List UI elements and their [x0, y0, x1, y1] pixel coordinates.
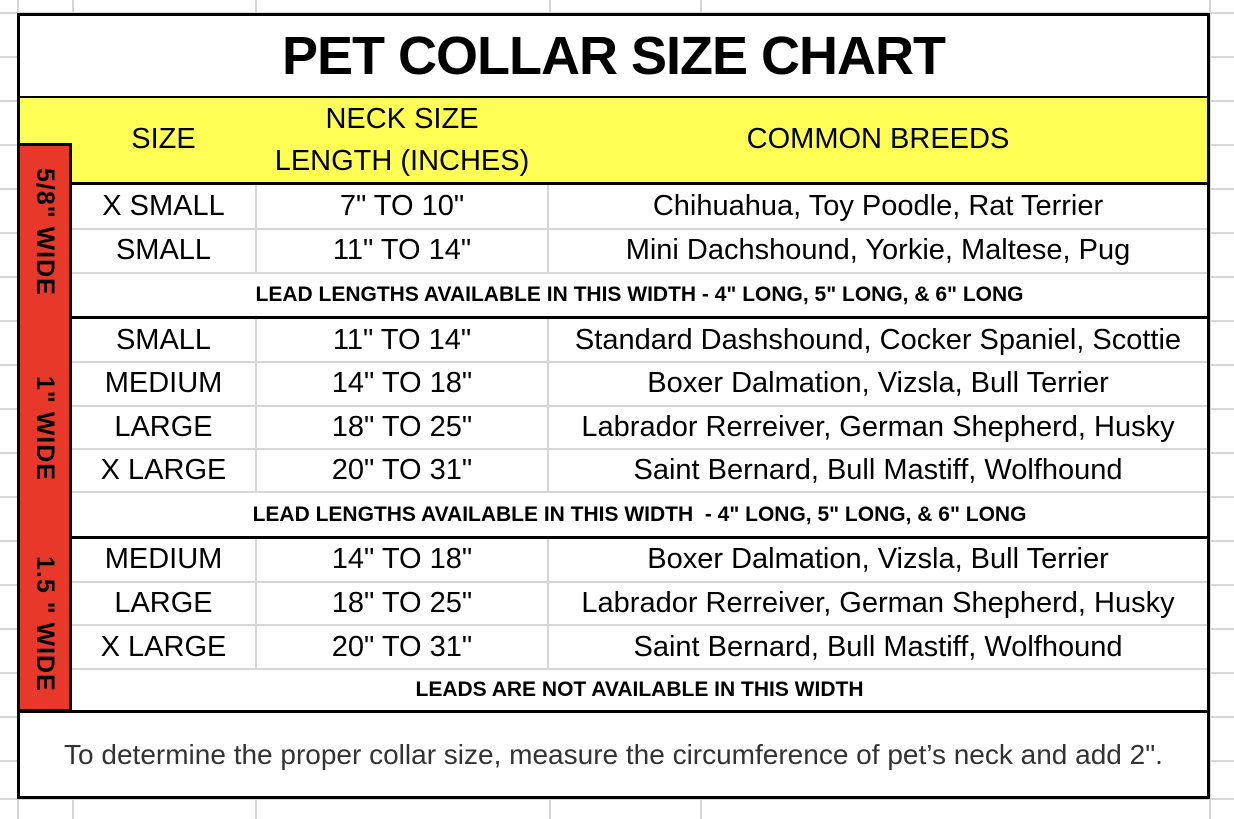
column-header-row: SIZE NECK SIZE LENGTH (INCHES) COMMON BR…: [20, 97, 1207, 185]
section-footer-row: LEAD LENGTHS AVAILABLE IN THIS WIDTH - 4…: [20, 274, 1207, 319]
width-band-section: 1.5 " WIDE: [20, 538, 69, 709]
neck-size-cell: 14" TO 18": [255, 363, 549, 405]
width-band-section: 1" WIDE: [20, 318, 69, 538]
size-cell: SMALL: [115, 234, 212, 267]
collar-width-band: 5/8" WIDE 1" WIDE 1.5 " WIDE: [17, 143, 72, 712]
table-row: SMALL 11" TO 14" Mini Dachshound, Yorkie…: [20, 230, 1207, 274]
width-band-label: 5/8" WIDE: [31, 168, 59, 296]
size-cell: MEDIUM: [104, 543, 223, 576]
width-band-section: 5/8" WIDE: [20, 146, 69, 318]
table-row: X LARGE 20" TO 31" Saint Bernard, Bull M…: [20, 449, 1207, 494]
column-header-size: SIZE: [131, 123, 196, 156]
size-cell: X LARGE: [100, 630, 227, 663]
breeds-cell: Chihuahua, Toy Poodle, Rat Terrier: [652, 189, 1104, 222]
breeds-cell: Boxer Dalmation, Vizsla, Bull Terrier: [647, 543, 1109, 576]
table-row: MEDIUM 14" TO 18" Boxer Dalmation, Vizsl…: [20, 363, 1207, 407]
section-footer-row: LEAD LENGTHS AVAILABLE IN THIS WIDTH - 4…: [20, 493, 1207, 539]
breeds-cell: Boxer Dalmation, Vizsla, Bull Terrier: [647, 367, 1109, 400]
table-row: X SMALL 7" TO 10" Chihuahua, Toy Poodle,…: [20, 184, 1207, 231]
breeds-cell: Saint Bernard, Bull Mastiff, Wolfhound: [633, 630, 1123, 663]
size-cell: X LARGE: [100, 454, 227, 487]
size-cell: MEDIUM: [104, 367, 223, 400]
width-band-label: 1.5 " WIDE: [31, 555, 59, 692]
breeds-cell: Mini Dachshound, Yorkie, Maltese, Pug: [625, 234, 1131, 267]
lead-lengths-note: LEAD LENGTHS AVAILABLE IN THIS WIDTH - 4…: [252, 502, 1027, 526]
neck-size-cell: 18" TO 25": [255, 406, 549, 448]
size-cell: LARGE: [114, 410, 213, 443]
column-header-neck-line2: LENGTH (INCHES): [274, 144, 530, 177]
breeds-cell: Standard Dashshound, Cocker Spaniel, Sco…: [574, 323, 1182, 356]
neck-size-cell: 11" TO 14": [255, 318, 549, 362]
column-header-common-breeds: COMMON BREEDS: [746, 123, 1010, 156]
column-header-neck-line1: NECK SIZE: [325, 102, 479, 135]
lead-lengths-note: LEAD LENGTHS AVAILABLE IN THIS WIDTH - 4…: [255, 282, 1024, 306]
neck-size-cell: 20" TO 31": [255, 626, 549, 668]
table-row: SMALL 11" TO 14" Standard Dashshound, Co…: [20, 318, 1207, 364]
table-title-row: PET COLLAR SIZE CHART: [20, 16, 1207, 98]
neck-size-cell: 11" TO 14": [255, 230, 549, 272]
neck-size-cell: 18" TO 25": [255, 583, 549, 625]
measuring-note: To determine the proper collar size, mea…: [64, 738, 1163, 770]
size-cell: LARGE: [114, 587, 213, 620]
column-header-neck-size: NECK SIZE LENGTH (INCHES): [255, 98, 549, 182]
breeds-cell: Saint Bernard, Bull Mastiff, Wolfhound: [633, 454, 1123, 487]
size-cell: X SMALL: [102, 189, 225, 222]
neck-size-cell: 20" TO 31": [255, 449, 549, 492]
neck-size-cell: 7" TO 10": [255, 184, 549, 229]
width-band-label: 1" WIDE: [31, 375, 59, 481]
table-row: LARGE 18" TO 25" Labrador Rerreiver, Ger…: [20, 406, 1207, 450]
section-footer-row: LEADS ARE NOT AVAILABLE IN THIS WIDTH: [20, 670, 1207, 714]
measuring-note-row: To determine the proper collar size, mea…: [20, 713, 1207, 796]
table-row: X LARGE 20" TO 31" Saint Bernard, Bull M…: [20, 626, 1207, 670]
neck-size-cell: 14" TO 18": [255, 538, 549, 582]
pet-collar-size-chart-table: PET COLLAR SIZE CHART SIZE NECK SIZE LEN…: [17, 13, 1210, 799]
table-title: PET COLLAR SIZE CHART: [282, 25, 946, 86]
leads-not-available-note: LEADS ARE NOT AVAILABLE IN THIS WIDTH: [415, 678, 864, 702]
breeds-cell: Labrador Rerreiver, German Shepherd, Hus…: [581, 587, 1175, 620]
gridline-horizontal: [0, 798, 1234, 800]
size-cell: SMALL: [115, 323, 212, 356]
table-row: LARGE 18" TO 25" Labrador Rerreiver, Ger…: [20, 583, 1207, 627]
breeds-cell: Labrador Rerreiver, German Shepherd, Hus…: [581, 410, 1175, 443]
table-row: MEDIUM 14" TO 18" Boxer Dalmation, Vizsl…: [20, 538, 1207, 584]
